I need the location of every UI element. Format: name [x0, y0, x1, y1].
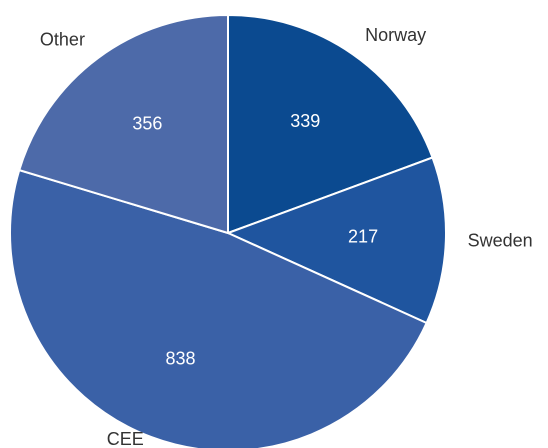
pie-slice — [225, 156, 447, 325]
category-label: Norway — [365, 25, 426, 45]
pie-slice — [227, 13, 434, 235]
pie-slice — [18, 13, 229, 235]
data-label: 838 — [165, 348, 195, 368]
data-label: 339 — [290, 111, 320, 131]
category-label: CEE — [107, 429, 144, 448]
category-label: Other — [40, 29, 85, 49]
pie-slice — [9, 168, 428, 448]
data-label: 217 — [348, 227, 378, 247]
category-label: Sweden — [468, 230, 533, 250]
data-label: 356 — [132, 113, 162, 133]
